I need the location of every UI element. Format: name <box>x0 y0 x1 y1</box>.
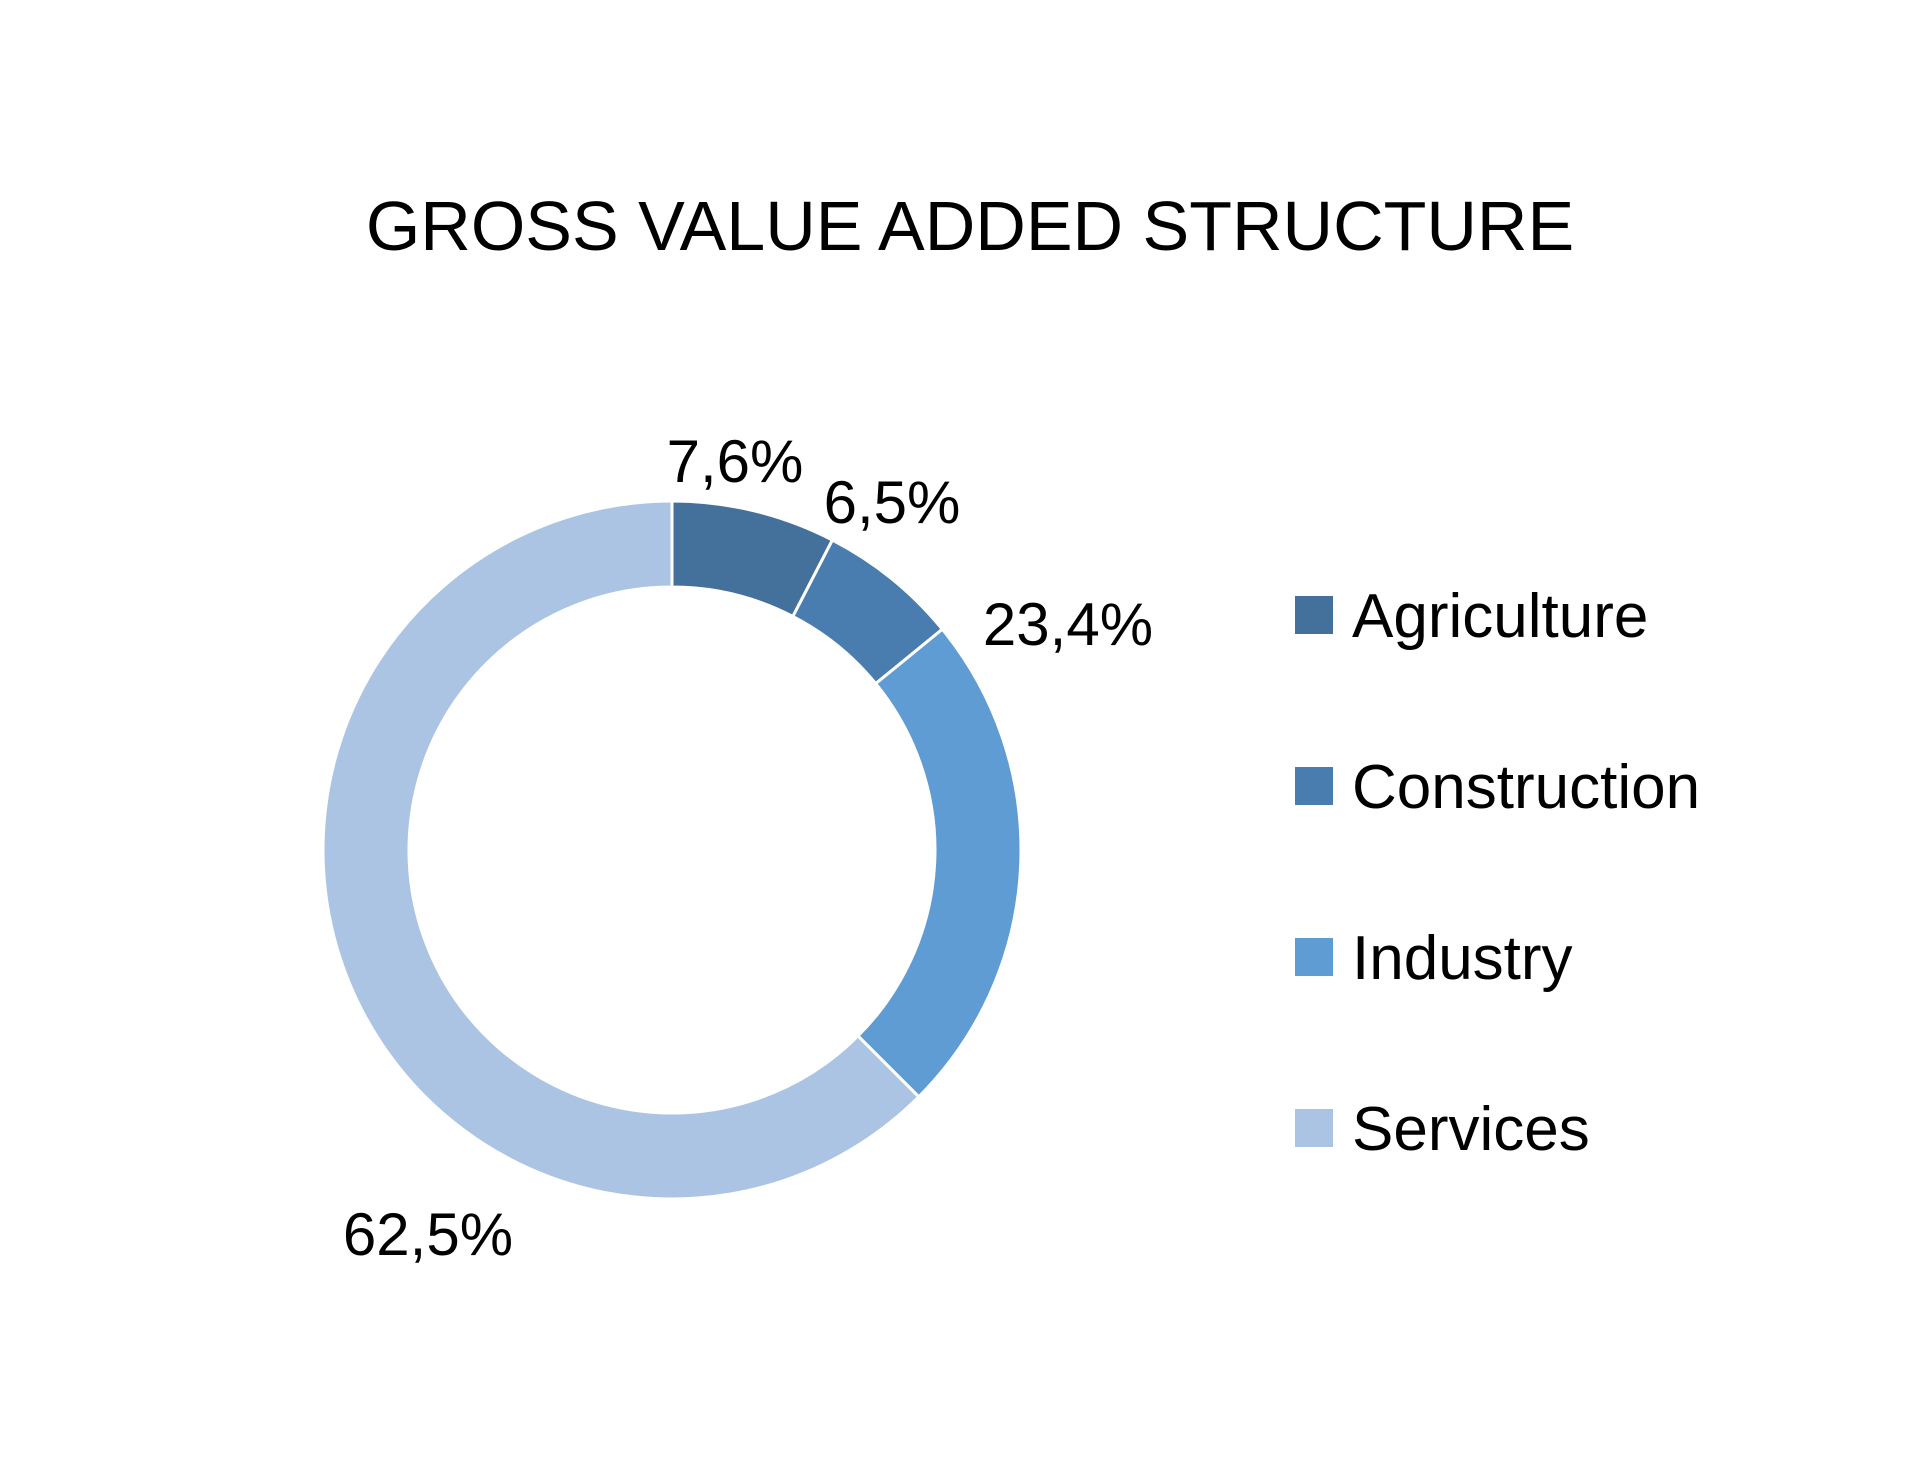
data-label-agriculture: 7,6% <box>667 428 804 495</box>
donut-slice-services <box>321 499 921 1201</box>
data-labels: 7,6% 6,5% 23,4% 62,5% <box>343 428 1153 1268</box>
legend: Agriculture Construction Industry Services <box>1295 582 1700 1164</box>
legend-label-services: Services <box>1352 1095 1590 1164</box>
chart-title: GROSS VALUE ADDED STRUCTURE <box>366 187 1574 265</box>
data-label-industry: 23,4% <box>983 591 1153 658</box>
legend-swatch-services <box>1295 1109 1333 1147</box>
legend-swatch-industry <box>1295 938 1333 976</box>
legend-label-construction: Construction <box>1352 753 1700 822</box>
data-label-construction: 6,5% <box>824 469 961 536</box>
legend-swatch-construction <box>1295 767 1333 805</box>
legend-label-agriculture: Agriculture <box>1352 582 1648 651</box>
legend-label-industry: Industry <box>1352 924 1573 993</box>
legend-swatch-agriculture <box>1295 596 1333 634</box>
donut-slice-industry <box>855 627 1023 1099</box>
donut-slices <box>321 499 1023 1201</box>
data-label-services: 62,5% <box>343 1201 513 1268</box>
